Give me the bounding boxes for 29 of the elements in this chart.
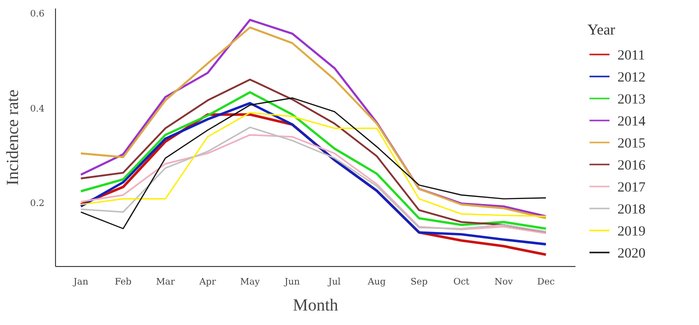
legend-label: 2015: [618, 136, 646, 152]
legend-title: Year: [588, 22, 616, 38]
x-tick-label: Dec: [537, 278, 555, 288]
legend-label: 2018: [618, 202, 646, 218]
x-axis-title: Month: [292, 296, 339, 314]
x-tick-label: Jun: [284, 278, 300, 288]
legend-label: 2011: [618, 48, 645, 64]
legend-label: 2017: [618, 180, 646, 196]
x-tick-label: Nov: [494, 278, 514, 288]
y-axis-title: Incidence rate: [3, 90, 22, 186]
y-tick-label: 0.2: [30, 199, 45, 210]
legend-label: 2012: [618, 70, 646, 86]
x-tick-label: May: [240, 278, 261, 288]
x-tick-label: Jul: [327, 278, 341, 288]
x-tick-label: Aug: [366, 278, 386, 288]
legend-label: 2020: [618, 246, 646, 262]
legend-label: 2019: [618, 224, 646, 240]
x-tick-label: Mar: [156, 278, 176, 288]
line-series: [80, 112, 547, 217]
x-tick-label: Oct: [453, 278, 470, 288]
x-tick-label: Jan: [72, 278, 88, 288]
legend-label: 2013: [618, 92, 646, 108]
x-tick-label: Sep: [410, 278, 428, 288]
x-tick-label: Apr: [198, 278, 217, 288]
legend-label: 2014: [618, 114, 646, 130]
y-tick-label: 0.6: [30, 10, 45, 20]
legend-label: 2016: [618, 158, 646, 174]
y-tick-label: 0.4: [30, 104, 45, 114]
x-tick-label: Feb: [114, 278, 132, 288]
